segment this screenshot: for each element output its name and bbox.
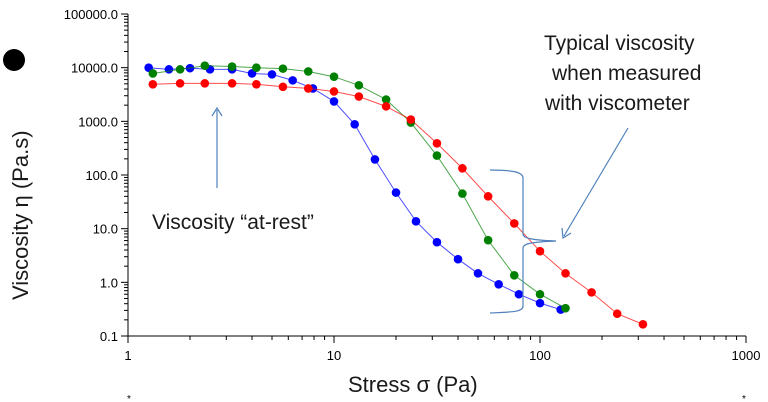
data-point [252,63,261,72]
series-2 [148,79,648,329]
data-point [288,76,297,85]
annotation-viscometer-line3: with viscometer [544,92,690,115]
data-point [483,192,493,201]
data-point [638,320,648,329]
y-tick-label: 100000.0 [64,7,118,22]
data-point [458,164,467,173]
data-point [370,155,380,164]
data-point [329,97,339,106]
corner-mark: * [127,394,131,402]
data-point [354,92,364,101]
y-tick-label: 1.0 [100,275,118,290]
data-point [267,70,277,79]
data-point [432,237,442,247]
data-point [329,87,339,96]
data-point [458,189,467,198]
annotation-viscometer-line1: Typical viscosity [544,32,695,55]
data-point [278,82,288,92]
data-point [587,288,596,297]
data-point [175,65,185,74]
data-point [473,269,483,278]
arrow-head-icon [561,227,572,240]
data-point [432,138,442,148]
series-line [152,82,644,325]
arrow-head-icon [211,106,223,117]
annotation-viscometer-line2: when measured [551,62,701,85]
data-point [303,67,313,76]
x-tick-label: 1 [124,348,131,363]
data-point [411,217,421,226]
data-point [535,246,545,256]
y-axis-label: Viscosity η (Pa.s) [8,130,33,300]
data-point [406,115,416,124]
y-tick-label: 100.0 [85,168,118,183]
series-line [152,65,566,309]
data-point [350,120,359,129]
data-point [148,69,158,78]
y-tick-label: 1000.0 [78,114,118,129]
data-point [453,254,463,264]
data-point [381,95,391,104]
corner-mark: * [742,394,746,402]
data-point [483,235,493,245]
data-point [561,269,570,278]
data-point [381,102,391,111]
bullet-dot [3,49,25,71]
data-point [200,61,210,70]
data-point [303,84,313,93]
series-1 [148,61,570,313]
data-point [329,72,339,81]
data-point [432,151,442,160]
data-point [535,289,545,299]
data-point [227,62,237,71]
x-tick-label: 100 [529,348,551,363]
y-tick-label: 0.1 [100,329,118,344]
series-0 [144,63,565,314]
data-point [514,289,524,299]
y-tick-label: 10.0 [93,222,118,237]
data-point [391,188,401,197]
data-point [278,64,288,73]
y-tick-label: 10000.0 [71,61,118,76]
data-point [509,271,519,280]
data-point [561,303,570,313]
data-point [535,298,545,308]
data-point [354,80,364,90]
data-point [509,219,519,228]
x-tick-label: 1000 [732,348,761,363]
data-point [148,79,158,89]
data-point [200,79,210,88]
x-tick-label: 10 [327,348,341,363]
data-point [164,65,174,74]
data-point [175,79,185,88]
data-point [612,309,622,319]
data-point [252,79,261,89]
annotation-at-rest: Viscosity “at-rest” [152,211,314,234]
viscometer-arrow [563,127,629,237]
range-brace [489,169,557,314]
x-axis-label: Stress σ (Pa) [348,372,478,397]
data-point [227,79,237,88]
data-point [494,279,503,289]
series-line [148,67,561,311]
